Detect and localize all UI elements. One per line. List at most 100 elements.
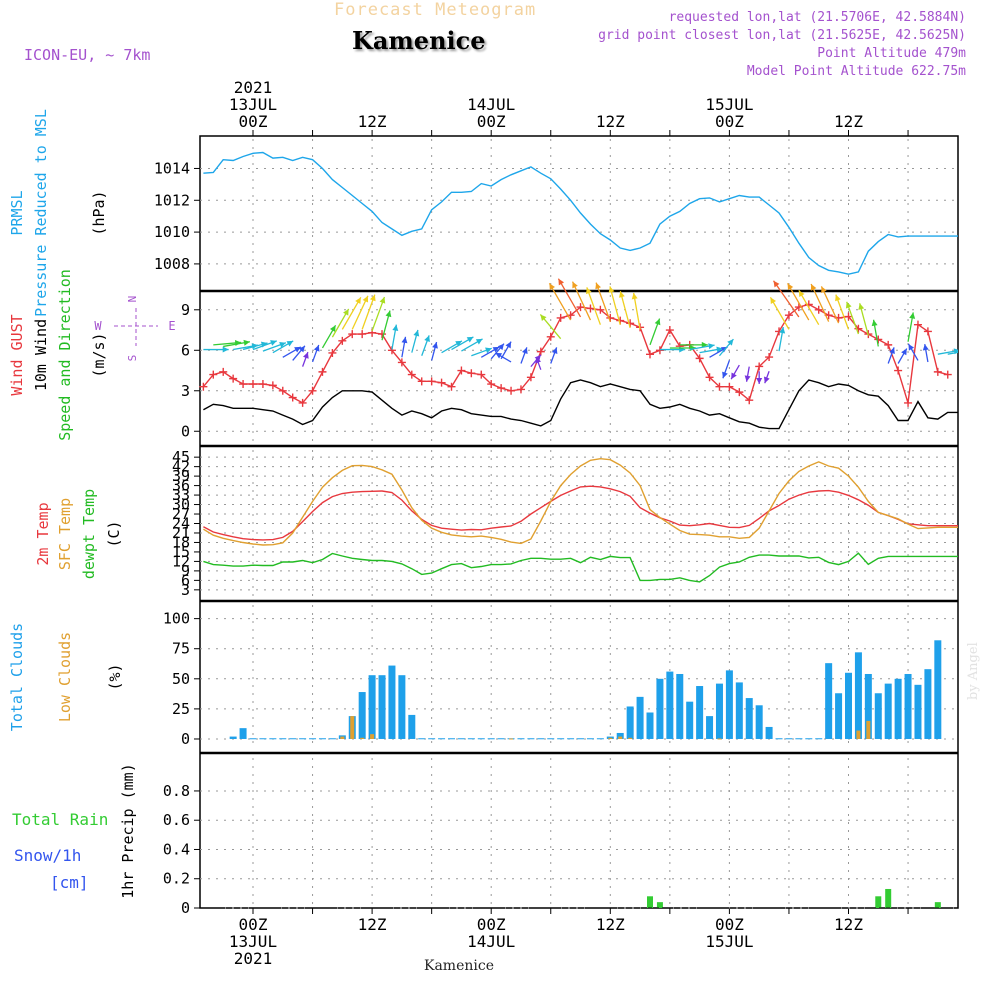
time-label-top: 12Z: [596, 112, 625, 131]
y-tick-label: 3: [181, 382, 190, 400]
compass-west: W: [94, 319, 102, 333]
gust-marker: [725, 382, 734, 391]
total-cloud-bar: [249, 738, 257, 740]
total-cloud-bar: [368, 675, 376, 739]
total-cloud-bar: [438, 738, 446, 740]
wind-arrow-head: [432, 342, 438, 349]
low-cloud-bar: [628, 737, 633, 739]
wind-arrow-head: [716, 346, 723, 353]
wind-arrow-head: [558, 278, 565, 286]
y-tick-label: 39: [172, 467, 190, 485]
y-tick-label: 0: [181, 422, 190, 440]
low-cloud-bar: [509, 738, 514, 740]
gust-marker: [765, 353, 774, 362]
total-cloud-bar: [636, 696, 644, 739]
total-cloud-bar: [279, 738, 287, 740]
total-cloud-bar: [904, 673, 912, 739]
model-label: ICON-EU, ~ 7km: [24, 46, 151, 64]
wind-arrow: [341, 296, 362, 330]
total-cloud-bar: [666, 671, 674, 739]
wind-arrow-head: [492, 346, 500, 353]
wind-arrow-head: [586, 287, 592, 295]
total-cloud-bar: [388, 665, 396, 739]
wind-arrow: [351, 295, 369, 330]
gust-marker: [199, 382, 208, 391]
total-cloud-bar: [527, 738, 535, 740]
total-cloud-bar: [497, 738, 505, 740]
y-tick-label: 15: [172, 543, 190, 561]
total-cloud-bar: [309, 738, 317, 740]
wind-arrow-head: [608, 286, 615, 293]
total-cloud-bar: [676, 673, 684, 739]
y-tick-label: 1010: [154, 223, 190, 241]
wind-arrow-head: [779, 327, 786, 334]
total-cloud-bar: [477, 738, 485, 740]
y-tick-label: 1008: [154, 255, 190, 273]
wind-arrow-head: [654, 318, 661, 326]
low-cloud-bar: [350, 716, 355, 739]
gust-marker: [904, 398, 913, 407]
gust-marker: [884, 340, 893, 349]
total-cloud-bar: [884, 683, 892, 739]
gust-marker: [298, 398, 307, 407]
wind-arrow-head: [908, 343, 915, 351]
total-cloud-bar: [289, 738, 297, 740]
wind-arrow-head: [270, 340, 277, 346]
y-tick-label: 25: [172, 700, 190, 718]
total-cloud-bar: [299, 738, 307, 740]
total-cloud-bar: [487, 738, 495, 740]
wind-arrow-head: [369, 294, 376, 302]
model-point-altitude: Model Point Altitude 622.75m: [746, 64, 966, 79]
gust-marker: [556, 313, 565, 322]
wind-arrow-head: [922, 344, 929, 351]
point-altitude: Point Altitude 479m: [817, 46, 966, 61]
wind-arrow-head: [727, 339, 734, 346]
time-label-bottom: 14JUL: [467, 932, 515, 951]
y-tick-label: 27: [172, 505, 190, 523]
wind-arrow-head: [964, 348, 970, 354]
y-tick-label: 9: [181, 301, 190, 319]
gust-marker: [447, 382, 456, 391]
total-cloud-bar: [557, 738, 565, 740]
y-tick-label: 12: [172, 552, 190, 570]
gust-marker: [526, 373, 535, 382]
time-label-top: 13JUL: [229, 95, 277, 114]
y-tick-label: 42: [172, 458, 190, 476]
legend-snow: Snow/1h: [14, 846, 81, 865]
wind-arrow-head: [294, 346, 301, 353]
wind-arrow: [361, 294, 376, 330]
wind-arrow: [619, 291, 631, 328]
total-cloud-bar: [715, 683, 723, 739]
gust-marker: [546, 332, 555, 341]
temp-line-dewpt: [203, 552, 958, 583]
total-cloud-bar: [706, 716, 714, 739]
gust-marker: [288, 393, 297, 402]
wind-arrow-head: [595, 282, 601, 290]
wind-arrow: [548, 283, 572, 321]
total-cloud-bar: [646, 712, 654, 739]
axis-title: Speed and Direction: [56, 269, 74, 441]
axis-title: (C): [105, 520, 123, 547]
wind-arrow: [810, 283, 830, 322]
wind-arrow: [947, 351, 958, 355]
wind-arrow-head: [243, 339, 250, 346]
total-cloud-bar: [467, 738, 475, 740]
y-tick-label: 33: [172, 486, 190, 504]
low-cloud-bar: [856, 730, 861, 739]
wind-arrow-head: [787, 283, 794, 291]
wind-arrow-head: [540, 314, 547, 321]
gust-marker: [784, 311, 793, 320]
y-tick-label: 18: [172, 533, 190, 551]
gust-marker: [258, 380, 267, 389]
low-cloud-bar: [340, 736, 345, 739]
axis-title: (%): [106, 663, 124, 690]
y-tick-label: 6: [181, 571, 190, 589]
bottom-location-label: Kamenice: [424, 958, 494, 974]
total-cloud-bar: [755, 705, 763, 739]
axis-title: Total Clouds: [8, 623, 26, 731]
time-label-bottom: 00Z: [715, 915, 744, 934]
gust-marker: [913, 320, 922, 329]
gust-line: [202, 303, 948, 404]
gust-marker: [576, 303, 585, 312]
